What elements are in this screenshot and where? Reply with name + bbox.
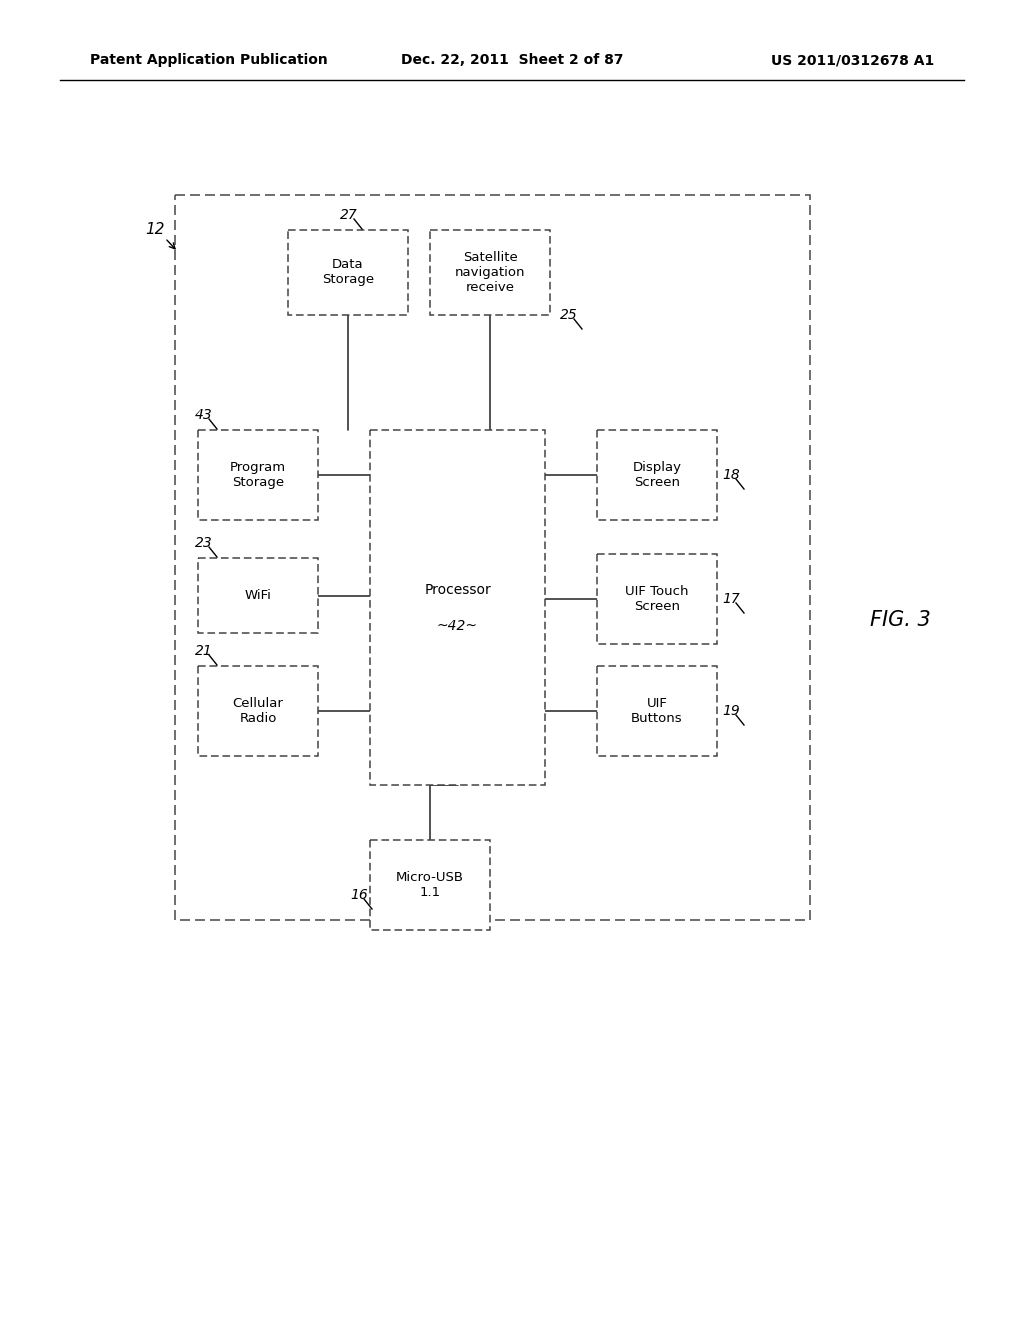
Text: US 2011/0312678 A1: US 2011/0312678 A1 bbox=[771, 53, 934, 67]
Text: 18: 18 bbox=[722, 469, 739, 482]
Text: Dec. 22, 2011  Sheet 2 of 87: Dec. 22, 2011 Sheet 2 of 87 bbox=[400, 53, 624, 67]
Text: 16: 16 bbox=[350, 888, 368, 902]
Text: 25: 25 bbox=[560, 308, 578, 322]
Text: ~42~: ~42~ bbox=[437, 619, 478, 632]
Text: Cellular
Radio: Cellular Radio bbox=[232, 697, 284, 725]
Bar bbox=[370, 430, 545, 785]
Text: Program
Storage: Program Storage bbox=[230, 461, 286, 488]
Bar bbox=[198, 667, 318, 756]
Bar bbox=[288, 230, 408, 315]
Text: WiFi: WiFi bbox=[245, 589, 271, 602]
Bar bbox=[198, 558, 318, 634]
Text: 12: 12 bbox=[145, 223, 165, 238]
Text: 23: 23 bbox=[195, 536, 213, 550]
Bar bbox=[597, 554, 717, 644]
Text: Patent Application Publication: Patent Application Publication bbox=[90, 53, 328, 67]
Text: UIF
Buttons: UIF Buttons bbox=[631, 697, 683, 725]
Text: 19: 19 bbox=[722, 704, 739, 718]
Text: Processor: Processor bbox=[424, 582, 490, 597]
Text: 21: 21 bbox=[195, 644, 213, 657]
Text: Micro-USB
1.1: Micro-USB 1.1 bbox=[396, 871, 464, 899]
Text: Satellite
navigation
receive: Satellite navigation receive bbox=[455, 251, 525, 294]
Text: Display
Screen: Display Screen bbox=[633, 461, 682, 488]
Text: 17: 17 bbox=[722, 591, 739, 606]
Text: UIF Touch
Screen: UIF Touch Screen bbox=[626, 585, 689, 612]
Bar bbox=[370, 840, 490, 931]
Text: Data
Storage: Data Storage bbox=[322, 259, 374, 286]
Bar bbox=[597, 430, 717, 520]
Text: 43: 43 bbox=[195, 408, 213, 422]
Bar bbox=[430, 230, 550, 315]
Bar bbox=[597, 667, 717, 756]
Bar bbox=[198, 430, 318, 520]
Bar bbox=[175, 195, 810, 920]
Text: 27: 27 bbox=[340, 209, 357, 222]
Text: FIG. 3: FIG. 3 bbox=[870, 610, 931, 630]
